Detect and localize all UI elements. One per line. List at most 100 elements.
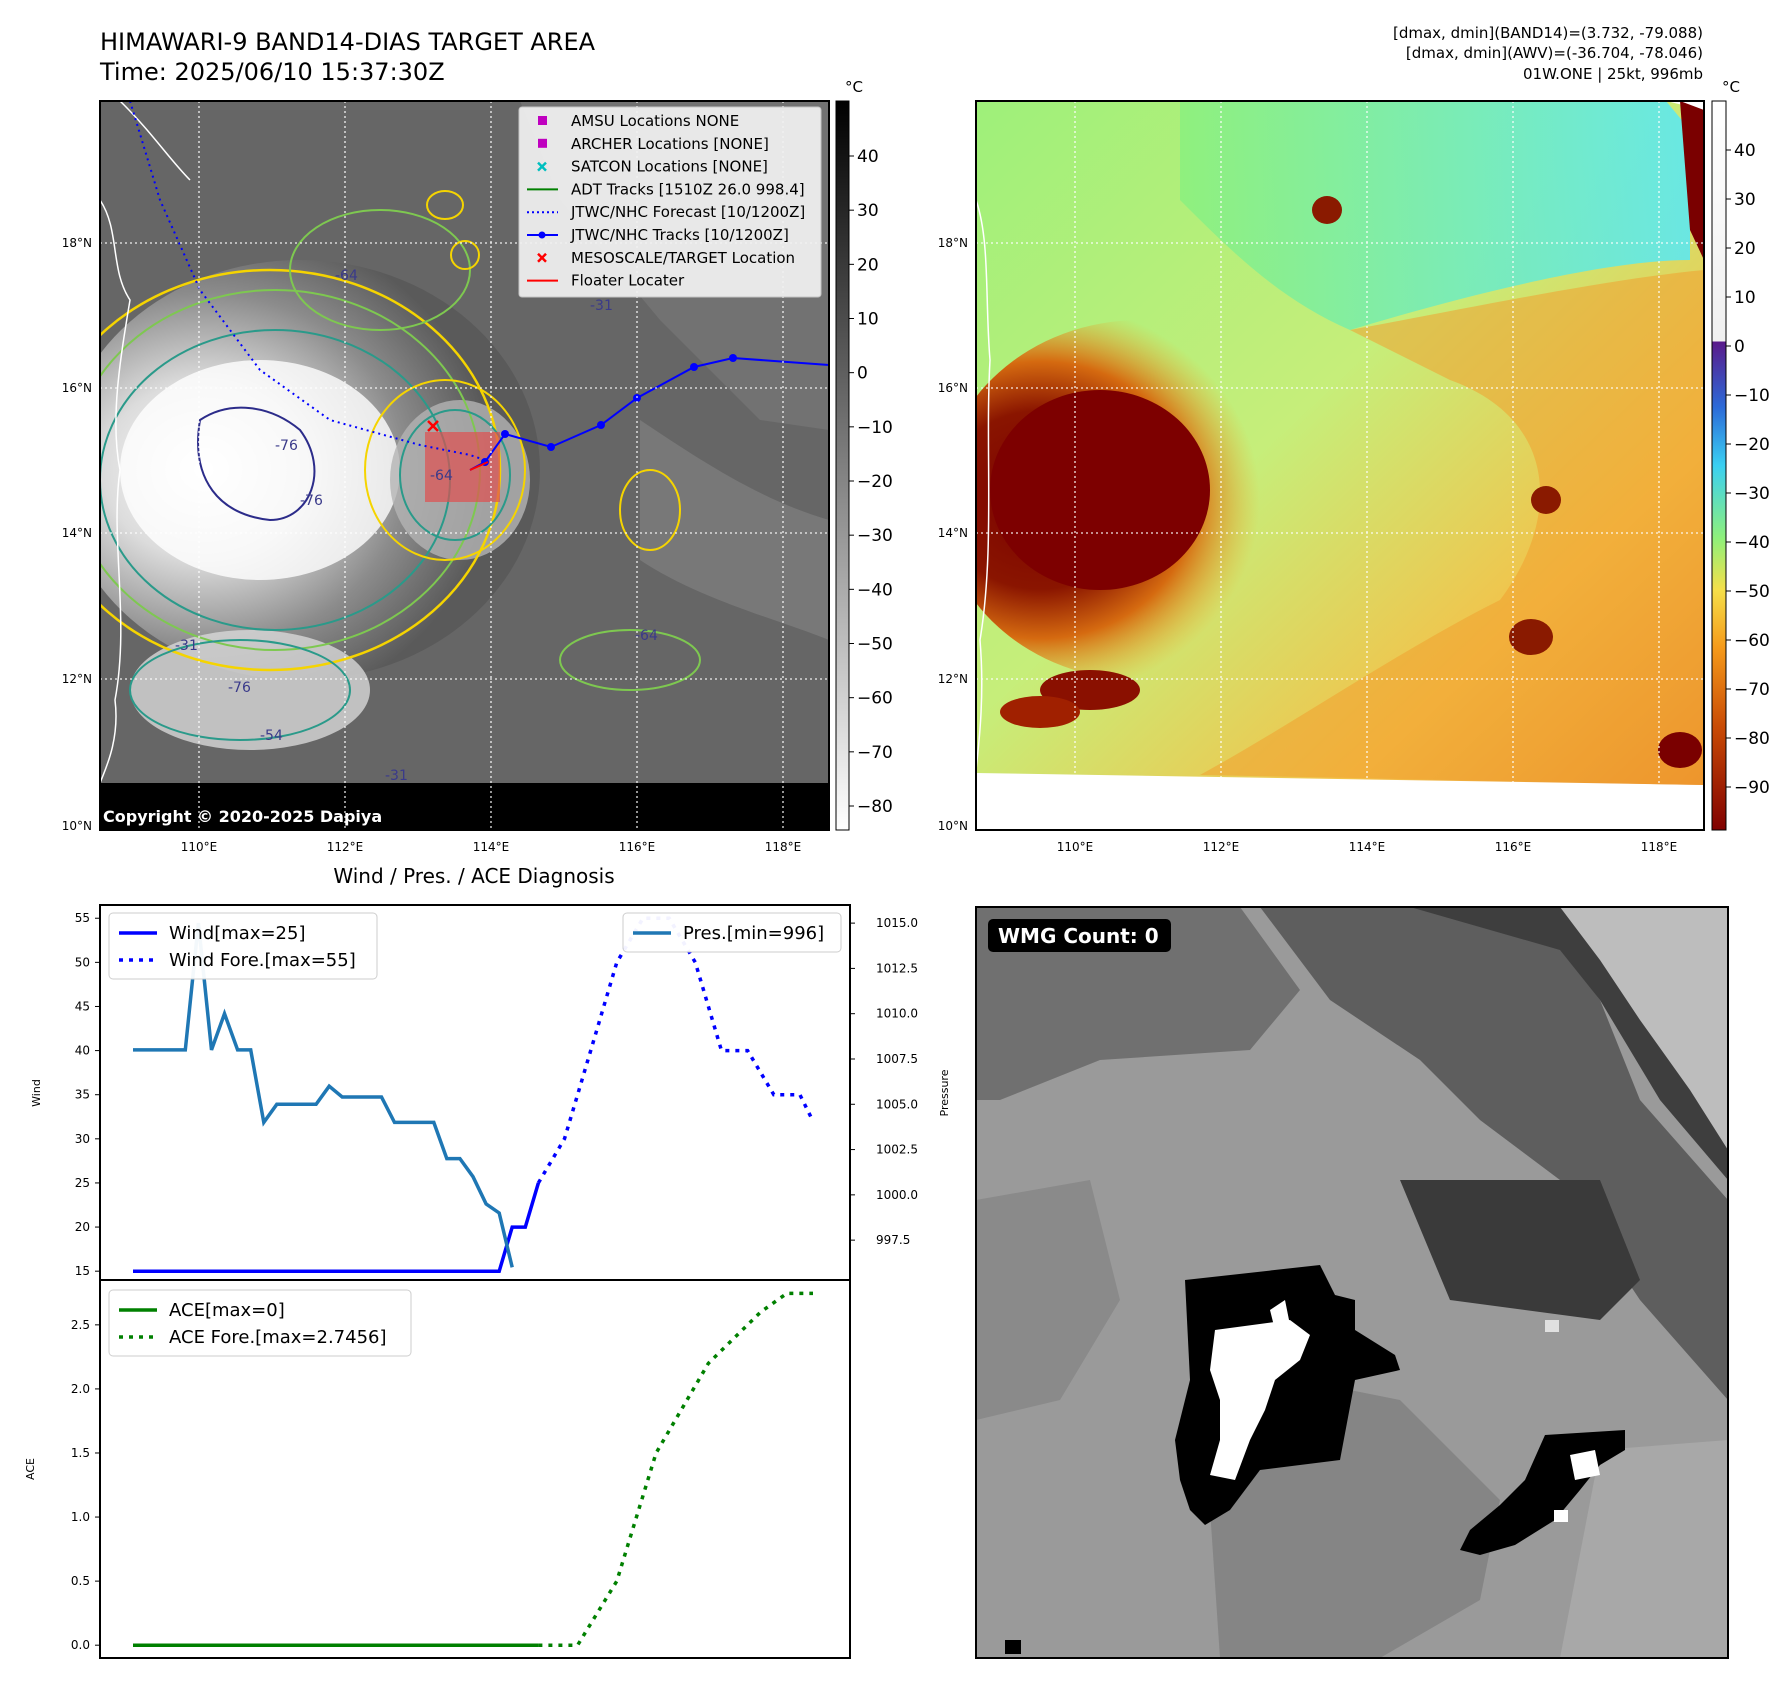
chart-legend-entry: ACE Fore.[max=2.7456] (119, 1327, 387, 1348)
colorbar-tick-label: 0 (857, 364, 868, 384)
chart-legend-label: Pres.[min=996] (683, 923, 824, 944)
lat-tick-label: 16°N (62, 381, 92, 395)
jtwc-forecast-track (129, 101, 486, 461)
mesoscale-target-marker (427, 420, 439, 432)
series-line (538, 1291, 813, 1647)
y-tick-label: 0.0 (71, 1638, 90, 1652)
colorbar-tick-label: 40 (857, 147, 879, 167)
svg-text:-76: -76 (228, 680, 251, 696)
colorbar-tick-label: 0 (1734, 337, 1745, 357)
colorbar-tick-label: 30 (1734, 190, 1756, 210)
wmg-panel: WMG Count: 0 (975, 906, 1729, 1659)
lon-tick-label: 116°E (619, 840, 656, 854)
ir-legend: AMSU Locations NONE ARCHER Locations [NON… (518, 106, 822, 298)
wmg-count-label: WMG Count: 0 (998, 924, 1159, 948)
y-tick-label: 40 (75, 1044, 90, 1058)
lon-tick-label: 112°E (327, 840, 364, 854)
colorbar-tick-label: 20 (1734, 239, 1756, 259)
y-tick-label: 1.0 (71, 1510, 90, 1524)
storm-info: 01W.ONE | 25kt, 996mb (1523, 65, 1703, 83)
chart-legend-entry: Wind Fore.[max=55] (119, 950, 356, 971)
colorbar-tick-label: 30 (857, 201, 879, 221)
diagnosis-chart-title: Wind / Pres. / ACE Diagnosis (333, 864, 614, 888)
ace-chart: ACE 2.5 2.0 1.5 1.0 0.5 0.0 ACE[max=0] ACE For… (24, 1279, 851, 1659)
colorbar-tick-label: −70 (857, 743, 893, 763)
lon-tick-label: 118°E (1641, 840, 1678, 854)
figure-title: HIMAWARI-9 BAND14-DIAS TARGET AREA (100, 28, 596, 56)
ir-colorbar-unit: °C (845, 78, 863, 96)
colorbar-tick-label: −50 (857, 635, 893, 655)
pressure-tick-label: 997.5 (876, 1233, 910, 1247)
pressure-tick-label: 1010.0 (876, 1007, 918, 1021)
series-line (133, 1182, 541, 1273)
wind-axis-label: Wind (30, 1079, 43, 1107)
legend-entry: JTWC/NHC Tracks [10/1200Z] (527, 226, 789, 244)
lon-tick-label: 114°E (473, 840, 510, 854)
svg-text:-31: -31 (385, 768, 408, 784)
colorbar-tick-label: 10 (857, 310, 879, 330)
svg-text:-31: -31 (590, 298, 613, 314)
colorbar-tick-label: −10 (1734, 386, 1770, 406)
svg-text:-64: -64 (335, 268, 358, 284)
lat-tick-label: 10°N (62, 819, 92, 833)
colorbar-tick-label: 20 (857, 255, 879, 275)
colorbar-tick-label: −60 (857, 689, 893, 709)
pressure-tick-label: 1007.5 (876, 1052, 918, 1066)
legend-entry: Floater Locater (527, 272, 685, 290)
lat-tick-label: 18°N (62, 236, 92, 250)
colorbar-tick-label: −30 (857, 526, 893, 546)
lat-tick-label: 16°N (938, 381, 968, 395)
legend-entry: ARCHER Locations [NONE] (538, 135, 769, 153)
colorbar-tick-label: −60 (1734, 631, 1770, 651)
y-tick-label: 35 (75, 1088, 90, 1102)
ir-contour-core (197, 406, 316, 522)
svg-text:-31: -31 (175, 638, 198, 654)
colorbar-tick-label: −20 (857, 472, 893, 492)
colorbar-tick-label: −10 (857, 418, 893, 438)
colorbar-tick-label: −40 (857, 580, 893, 600)
target-box (425, 432, 500, 502)
wmg-count-badge (988, 919, 1171, 952)
legend-label: JTWC/NHC Forecast [10/1200Z] (570, 203, 805, 221)
copyright-label: Copyright © 2020-2025 Dapiya (103, 807, 382, 826)
y-tick-label: 2.5 (71, 1318, 90, 1332)
wv-gridlines (976, 101, 1704, 830)
lat-tick-label: 14°N (62, 526, 92, 540)
ir-colorbar: °C 40 30 20 10 0 −10 −20 −30 −40 −50 −60 −70 −80 (835, 78, 893, 831)
y-tick-label: 2.0 (71, 1382, 90, 1396)
wv-coastline (976, 199, 991, 771)
lon-tick-label: 110°E (1057, 840, 1094, 854)
legend-entry: MESOSCALE/TARGET Location (537, 249, 795, 267)
legend-entry: ADT Tracks [1510Z 26.0 998.4] (527, 180, 805, 198)
pressure-tick-label: 1015.0 (876, 916, 918, 930)
pressure-tick-label: 1012.5 (876, 961, 918, 975)
chart-legend-label: Wind Fore.[max=55] (169, 950, 356, 971)
lon-tick-label: 116°E (1495, 840, 1532, 854)
wv-colorbar-unit: °C (1722, 78, 1740, 96)
series-line (133, 922, 514, 1268)
svg-text:-54: -54 (260, 728, 283, 744)
lon-tick-label: 110°E (181, 840, 218, 854)
svg-text:-76: -76 (275, 438, 298, 454)
lat-tick-label: 10°N (938, 819, 968, 833)
svg-text:-76: -76 (300, 493, 323, 509)
chart-legend-entry: Pres.[min=996] (633, 923, 824, 944)
wv-dry-air (1180, 101, 1690, 330)
figure-time: Time: 2025/06/10 15:37:30Z (99, 58, 445, 86)
pressure-axis-label: Pressure (938, 1069, 951, 1116)
ace-axis-label: ACE (24, 1458, 37, 1480)
chart-legend-label: Wind[max=25] (169, 923, 306, 944)
y-tick-label: 30 (75, 1132, 90, 1146)
lat-tick-label: 12°N (62, 672, 92, 686)
wind-pressure-chart: Wind Pressure 55 50 45 40 35 30 25 20 15 1015.0 1… (30, 904, 951, 1281)
svg-text:-64: -64 (635, 628, 658, 644)
legend-label: ARCHER Locations [NONE] (571, 135, 769, 153)
legend-label: SATCON Locations [NONE] (571, 158, 768, 176)
y-tick-label: 15 (75, 1264, 90, 1278)
colorbar-tick-label: −30 (1734, 484, 1770, 504)
y-tick-label: 0.5 (71, 1574, 90, 1588)
legend-label: JTWC/NHC Tracks [10/1200Z] (570, 226, 789, 244)
svg-text:-64: -64 (430, 468, 453, 484)
lon-tick-label: 114°E (1349, 840, 1386, 854)
